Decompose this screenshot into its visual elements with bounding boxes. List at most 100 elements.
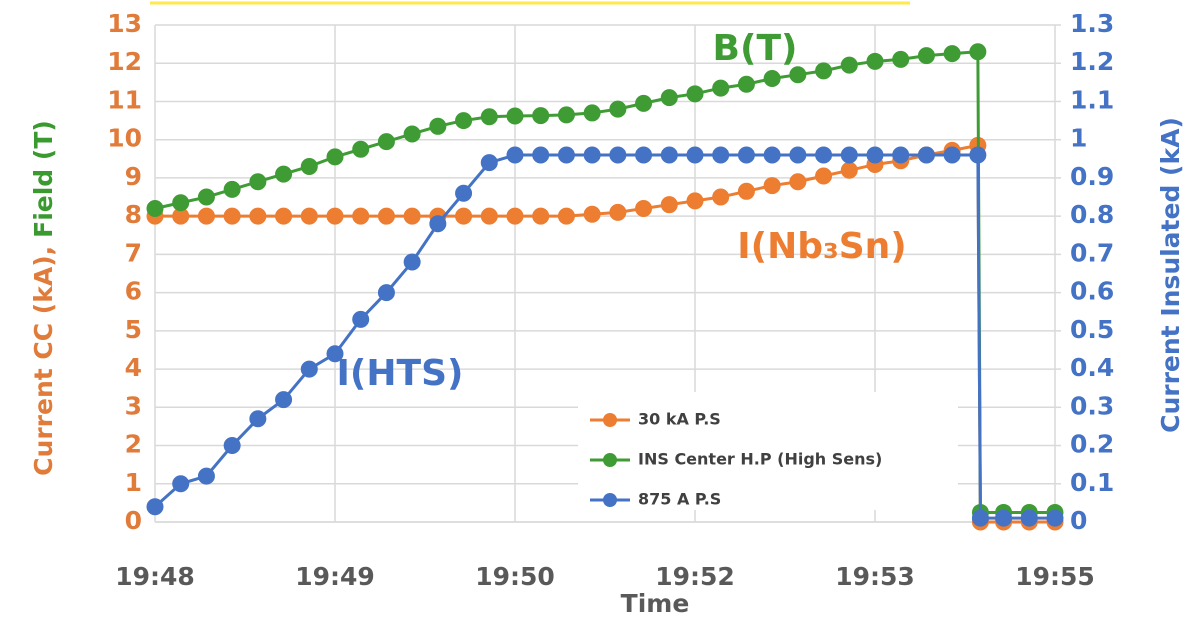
data-point	[635, 94, 653, 112]
data-point	[892, 146, 910, 164]
data-point	[352, 310, 370, 328]
legend-marker	[603, 413, 617, 427]
y-tick-label: 1	[125, 468, 142, 497]
y2-tick-label: 1.3	[1070, 9, 1114, 38]
data-point	[300, 207, 318, 225]
data-point	[583, 205, 601, 223]
y2-tick-label: 0.1	[1070, 468, 1114, 497]
data-point	[172, 475, 190, 493]
y2-tick-label: 0.4	[1070, 353, 1114, 382]
y2-tick-label: 0.3	[1070, 391, 1114, 420]
data-point	[352, 140, 370, 158]
data-point	[737, 75, 755, 93]
data-point	[377, 133, 395, 151]
y2-tick-label: 0.9	[1070, 162, 1114, 191]
data-point	[223, 437, 241, 455]
data-point	[506, 107, 524, 125]
data-point	[403, 207, 421, 225]
data-point	[763, 177, 781, 195]
data-point	[866, 146, 884, 164]
data-point	[377, 284, 395, 302]
data-point	[429, 215, 447, 233]
data-point	[583, 104, 601, 122]
data-point	[737, 182, 755, 200]
data-point	[583, 146, 601, 164]
data-point	[840, 56, 858, 74]
legend-marker	[603, 493, 617, 507]
data-point	[763, 146, 781, 164]
data-point	[660, 146, 678, 164]
y-tick-label: 4	[125, 353, 142, 382]
x-tick-label: 19:50	[475, 562, 555, 591]
data-point	[789, 173, 807, 191]
y2-tick-label: 0.6	[1070, 277, 1114, 306]
data-point	[635, 146, 653, 164]
data-point	[377, 207, 395, 225]
x-tick-label: 19:52	[655, 562, 735, 591]
data-point	[197, 467, 215, 485]
data-point	[995, 509, 1013, 527]
data-point	[480, 207, 498, 225]
data-point	[1046, 509, 1064, 527]
data-point	[300, 157, 318, 175]
y-tick-label: 10	[107, 124, 142, 153]
data-point	[969, 146, 987, 164]
y-tick-label: 9	[125, 162, 142, 191]
data-point	[686, 192, 704, 210]
data-point	[275, 165, 293, 183]
data-point	[789, 146, 807, 164]
data-point	[275, 207, 293, 225]
annotation: I(HTS)	[337, 353, 464, 394]
data-point	[480, 154, 498, 172]
legend-label: 30 kA P.S	[638, 410, 721, 429]
data-point	[660, 89, 678, 107]
y-tick-label: 7	[125, 238, 142, 267]
y-tick-label: 12	[107, 47, 142, 76]
data-point	[326, 148, 344, 166]
y-axis-label: Current CC (kA), Field (T)	[29, 120, 58, 476]
data-point	[917, 47, 935, 65]
data-point	[840, 161, 858, 179]
data-point	[403, 253, 421, 271]
y2-tick-label: 0.2	[1070, 430, 1114, 459]
data-point	[815, 167, 833, 185]
data-point	[249, 207, 267, 225]
data-point	[866, 52, 884, 70]
data-point	[455, 207, 473, 225]
data-point	[300, 360, 318, 378]
data-point	[815, 146, 833, 164]
y2-tick-label: 0.5	[1070, 315, 1114, 344]
data-point	[609, 203, 627, 221]
legend-marker	[603, 453, 617, 467]
data-point	[969, 43, 987, 61]
data-point	[223, 207, 241, 225]
x-tick-label: 19:48	[115, 562, 195, 591]
legend: 30 kA P.S INS Center H.P (High Sens) 875 A…	[578, 392, 958, 510]
data-point	[532, 107, 550, 125]
y2-tick-label: 0	[1070, 506, 1087, 535]
data-point	[275, 391, 293, 409]
data-point	[686, 146, 704, 164]
y2-axis-label: Current Insulated (kA)	[1156, 117, 1185, 433]
data-point	[326, 345, 344, 363]
data-point	[609, 146, 627, 164]
data-point	[223, 180, 241, 198]
data-point	[326, 207, 344, 225]
y-tick-label: 5	[125, 315, 142, 344]
data-point	[737, 146, 755, 164]
y2-tick-label: 0.8	[1070, 200, 1114, 229]
legend-label: INS Center H.P (High Sens)	[638, 450, 882, 469]
data-point	[609, 100, 627, 118]
data-point	[249, 410, 267, 428]
y-tick-label: 8	[125, 200, 142, 229]
data-point	[532, 207, 550, 225]
data-point	[943, 146, 961, 164]
y-tick-label: 3	[125, 391, 142, 420]
data-point	[506, 207, 524, 225]
y-tick-label: 11	[107, 85, 142, 114]
data-point	[892, 50, 910, 68]
x-tick-label: 19:49	[295, 562, 375, 591]
annotation: B(T)	[713, 28, 798, 69]
data-point	[943, 45, 961, 63]
